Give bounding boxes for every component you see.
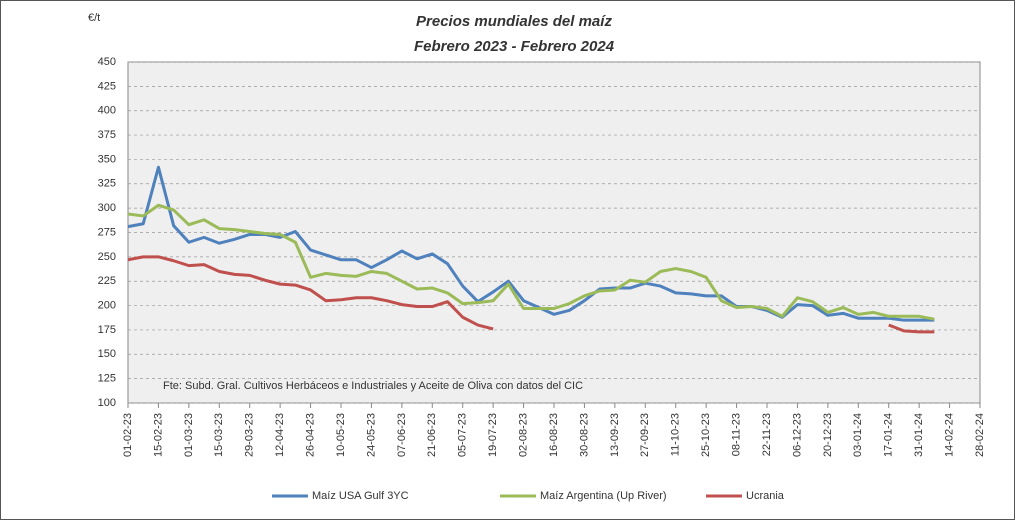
x-tick-label: 31-01-24 [913,413,925,457]
x-tick-label: 15-02-23 [152,413,164,457]
y-tick-label: 250 [98,251,116,263]
x-tick-label: 12-04-23 [274,413,286,457]
x-tick-label: 13-09-23 [609,413,621,457]
y-tick-label: 275 [98,226,116,238]
series-line [127,255,935,334]
x-tick-label: 02-08-23 [517,413,529,457]
y-tick-label: 350 [98,153,116,165]
x-tick-label: 17-01-24 [883,413,895,457]
legend-label: Maíz USA Gulf 3YC [312,490,409,502]
y-tick-label: 200 [98,299,116,311]
x-tick-label: 19-07-23 [487,413,499,457]
x-tick-label: 08-11-23 [730,413,742,456]
x-tick-label: 10-05-23 [335,413,347,457]
x-tick-label: 01-02-23 [122,413,134,457]
x-tick-label: 06-12-23 [791,413,803,457]
series-line [127,203,935,321]
y-axis-label: €/t [88,12,100,24]
x-tick-label: 28-02-24 [974,413,986,457]
x-tick-label: 24-05-23 [365,413,377,457]
x-tick-label: 22-11-23 [761,413,773,456]
annotation: Fte: Subd. Gral. Cultivos Herbáceos e In… [163,380,583,392]
chart-title: Precios mundiales del maíz [416,13,612,30]
x-tick-label: 07-06-23 [396,413,408,457]
x-tick-label: 11-10-23 [670,413,682,456]
x-tick-label: 27-09-23 [639,413,651,457]
y-tick-label: 100 [98,397,116,409]
y-tick-label: 125 [98,373,116,385]
x-tick-label: 03-01-24 [852,413,864,457]
x-tick-label: 16-08-23 [548,413,560,457]
x-tick-label: 29-03-23 [244,413,256,457]
y-tick-label: 150 [98,348,116,360]
x-tick-label: 14-02-24 [943,413,955,457]
y-tick-label: 425 [98,80,116,92]
legend-label: Maíz Argentina (Up River) [540,490,667,502]
chart-subtitle: Febrero 2023 - Febrero 2024 [414,38,615,55]
x-tick-label: 05-07-23 [457,413,469,457]
x-tick-label: 15-03-23 [213,413,225,457]
y-tick-label: 400 [98,105,116,117]
y-tick-label: 450 [98,56,116,68]
y-tick-label: 225 [98,275,116,287]
y-tick-label: 325 [98,178,116,190]
x-tick-label: 21-06-23 [426,413,438,457]
y-tick-label: 375 [98,129,116,141]
legend-label: Ucrania [746,490,785,502]
x-tick-label: 01-03-23 [183,413,195,457]
x-tick-label: 30-08-23 [578,413,590,457]
y-tick-label: 175 [98,324,116,336]
x-tick-label: 26-04-23 [304,413,316,457]
x-tick-label: 20-12-23 [822,413,834,457]
y-tick-label: 300 [98,202,116,214]
x-tick-label: 25-10-23 [700,413,712,457]
